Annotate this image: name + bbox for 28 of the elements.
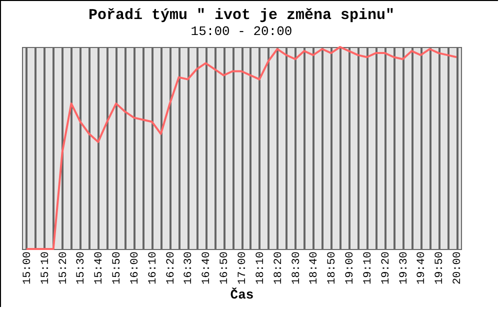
x-tick-label: 15:30 — [76, 252, 88, 285]
x-tick-label: 17:00 — [237, 252, 249, 285]
x-tick-label: 19:40 — [416, 252, 428, 285]
x-tick-label: 20:00 — [452, 252, 464, 285]
x-tick-label: 18:30 — [290, 252, 303, 285]
x-tick-label: 18:20 — [272, 252, 285, 285]
chart-title: Pořadí týmu " ivot je změna spinu" — [88, 7, 395, 24]
x-tick-label: 19:00 — [344, 252, 357, 285]
x-tick-label: 19:50 — [434, 252, 446, 285]
x-tick-label: 19:30 — [398, 252, 410, 285]
x-tick-label: 15:00 — [22, 252, 34, 285]
x-tick-label: 16:50 — [219, 252, 232, 285]
x-tick-label: 16:20 — [165, 252, 178, 285]
x-tick-label: 15:40 — [94, 252, 106, 285]
x-tick-label: 15:10 — [40, 252, 52, 285]
x-tick-label: 16:10 — [147, 252, 160, 285]
x-tick-label: 16:00 — [129, 252, 142, 285]
x-tick-label: 18:10 — [254, 252, 267, 285]
x-tick-label: 19:20 — [380, 252, 392, 285]
x-tick-label: 15:50 — [112, 252, 124, 285]
chart-subtitle: 15:00 - 20:00 — [190, 24, 292, 39]
x-axis-title: Čas — [230, 288, 254, 303]
x-tick-label: 16:30 — [183, 252, 196, 285]
x-tick-label: 15:20 — [58, 252, 70, 285]
x-tick-label: 18:50 — [326, 252, 339, 285]
x-tick-label: 19:10 — [362, 252, 374, 285]
x-tick-label: 16:40 — [201, 252, 214, 285]
x-tick-label: 18:40 — [308, 252, 321, 285]
